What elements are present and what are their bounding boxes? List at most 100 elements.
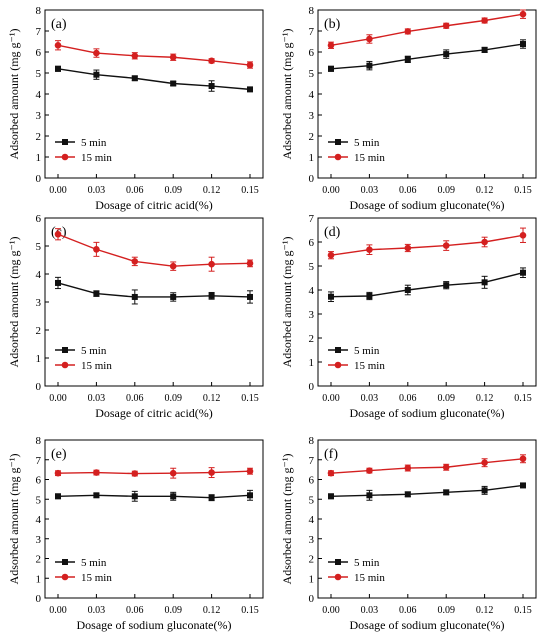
series-line <box>57 68 251 91</box>
data-point-circle <box>131 258 139 265</box>
data-point-square <box>328 493 334 500</box>
data-point-square <box>170 80 177 87</box>
data-point-square <box>55 65 61 72</box>
data-point-circle <box>93 49 100 57</box>
data-point-circle <box>519 231 527 239</box>
x-tick-label: 0.09 <box>437 605 455 616</box>
x-tick-label: 0.09 <box>164 605 182 616</box>
y-axis-label: Adsorbed amount (mg g⁻¹) <box>280 237 294 368</box>
data-point-square <box>55 279 61 286</box>
x-tick-label: 0.00 <box>49 605 67 616</box>
y-tick-label: 6 <box>309 47 315 59</box>
data-point-circle <box>481 238 488 246</box>
legend-marker-square <box>335 559 341 565</box>
plot-frame <box>317 217 537 387</box>
data-point-square <box>404 287 411 293</box>
legend-entry: 5 min <box>55 345 107 357</box>
chart-panel-2: 0 1 2 3 4 5 6 7 8 0.00 0.03 0.06 0.09 0.12 0.15 Dosage … <box>280 5 537 212</box>
data-point-circle <box>131 470 139 477</box>
series-line <box>57 233 251 267</box>
data-point-circle <box>131 52 139 60</box>
y-tick-label: 2 <box>36 325 42 337</box>
series-15min <box>327 454 527 477</box>
data-point-circle <box>93 246 100 253</box>
y-tick-label: 5 <box>309 494 315 506</box>
x-tick-label: 0.12 <box>203 185 221 196</box>
plot-frame <box>317 439 537 599</box>
series-5min <box>55 65 253 93</box>
legend-marker-circle <box>334 153 342 161</box>
series-15min <box>54 228 254 272</box>
legend-label: 15 min <box>354 360 385 372</box>
series-15min <box>54 40 254 69</box>
plot-frame <box>317 9 537 179</box>
y-tick-label: 2 <box>309 554 315 566</box>
panel-label: (a) <box>51 17 67 32</box>
y-tick-label: 7 <box>309 455 315 467</box>
data-point-square <box>404 56 411 63</box>
x-tick-label: 0.15 <box>241 605 259 616</box>
y-tick-label: 3 <box>36 534 42 546</box>
data-point-square <box>55 493 61 500</box>
x-tick-label: 0.15 <box>514 605 532 616</box>
y-tick-label: 5 <box>36 494 42 506</box>
data-point-circle <box>169 262 177 270</box>
data-point-circle <box>442 242 450 249</box>
y-tick-label: 8 <box>36 5 42 17</box>
data-point-square <box>93 492 100 499</box>
data-point-circle <box>246 260 254 267</box>
x-tick-label: 0.06 <box>399 185 417 196</box>
data-point-circle <box>481 459 488 467</box>
x-tick-label: 0.06 <box>399 393 417 404</box>
data-point-square <box>93 290 100 297</box>
y-axis-label: Adsorbed amount (mg g⁻¹) <box>7 454 21 585</box>
x-tick-label: 0.06 <box>126 605 144 616</box>
data-point-circle <box>54 230 62 238</box>
y-tick-label: 2 <box>36 554 42 566</box>
chart-panel-3: 0 1 2 3 4 5 6 0.00 0.03 0.06 0.09 0.12 0.15 Dosage of… <box>7 213 264 420</box>
data-point-circle <box>246 467 254 475</box>
data-point-circle <box>208 469 215 476</box>
legend-entry: 15 min <box>55 572 112 584</box>
legend-marker-circle <box>334 573 342 581</box>
data-point-circle <box>208 260 215 268</box>
data-point-square <box>366 293 373 299</box>
legend-entry: 5 min <box>328 137 380 149</box>
y-axis-label: Adsorbed amount (mg g⁻¹) <box>280 454 294 585</box>
y-tick-label: 0 <box>309 593 315 605</box>
x-tick-label: 0.12 <box>476 393 494 404</box>
data-point-square <box>481 46 488 53</box>
x-tick-label: 0.00 <box>322 393 340 404</box>
data-point-circle <box>327 251 335 259</box>
data-point-square <box>131 293 138 300</box>
data-point-circle <box>442 463 450 471</box>
legend-entry: 15 min <box>328 360 385 372</box>
y-tick-label: 0 <box>36 593 42 605</box>
panel-label: (e) <box>51 447 67 462</box>
legend-marker-circle <box>61 361 69 369</box>
x-tick-label: 0.06 <box>399 605 417 616</box>
legend-label: 15 min <box>81 572 112 584</box>
y-tick-label: 3 <box>309 110 315 122</box>
x-tick-label: 0.03 <box>361 185 379 196</box>
legend-entry: 15 min <box>328 152 385 164</box>
data-point-square <box>404 491 411 498</box>
y-tick-label: 1 <box>36 152 42 164</box>
chart-panel-1: 0 1 2 3 4 5 6 7 8 0.00 0.03 0.06 0.09 0.12 0.15 Dosage … <box>7 5 264 212</box>
series-15min <box>327 227 527 260</box>
data-point-circle <box>169 53 177 61</box>
x-axis-label: Dosage of sodium gluconate(%) <box>350 406 505 420</box>
legend-label: 5 min <box>81 557 107 569</box>
chart-panel-5: 0 1 2 3 4 5 6 7 8 0.00 0.03 0.06 0.09 0.12 0.15 Dosage … <box>7 435 264 632</box>
x-tick-label: 0.15 <box>241 393 259 404</box>
series-line <box>330 272 524 298</box>
x-tick-label: 0.09 <box>164 185 182 196</box>
x-axis-label: Dosage of citric acid(%) <box>95 406 213 420</box>
x-tick-label: 0.06 <box>126 185 144 196</box>
x-tick-label: 0.06 <box>126 393 144 404</box>
y-tick-label: 8 <box>36 435 42 447</box>
series-line <box>330 13 524 46</box>
y-tick-label: 1 <box>309 152 315 164</box>
y-tick-label: 3 <box>309 309 315 321</box>
